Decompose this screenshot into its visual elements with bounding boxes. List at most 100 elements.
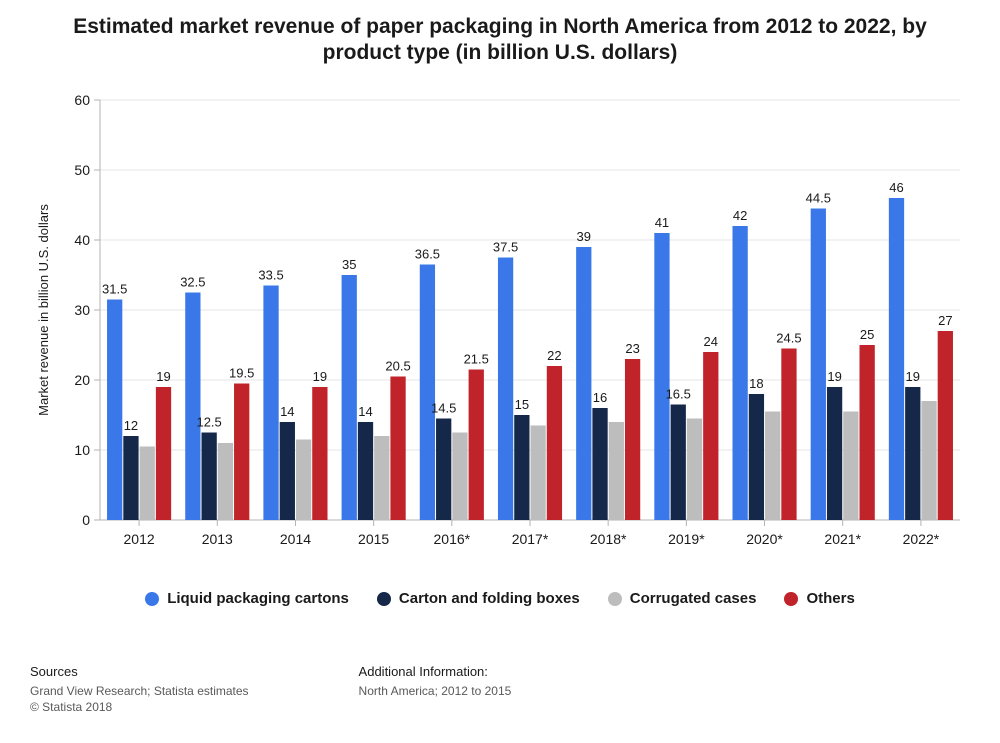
bar-value-label: 23 [625, 341, 639, 356]
bar-value-label: 36.5 [415, 247, 440, 262]
bar [263, 286, 278, 521]
bar [781, 349, 796, 521]
bar [811, 209, 826, 521]
bar [374, 436, 389, 520]
bar [469, 370, 484, 521]
additional-info-line: North America; 2012 to 2015 [359, 683, 512, 699]
bar-value-label: 16 [593, 390, 607, 405]
bar-value-label: 14 [280, 404, 294, 419]
bar [420, 265, 435, 521]
y-tick-label: 60 [74, 92, 90, 108]
bar [592, 408, 607, 520]
bar-value-label: 19 [906, 369, 920, 384]
x-tick-label: 2012 [124, 531, 155, 547]
legend: Liquid packaging cartons Carton and foldi… [0, 590, 1000, 610]
sources-copyright: © Statista 2018 [30, 699, 249, 715]
x-tick-label: 2018* [590, 531, 627, 547]
bar [296, 440, 311, 521]
bar-value-label: 19 [827, 369, 841, 384]
bar-value-label: 25 [860, 327, 874, 342]
bar [654, 233, 669, 520]
bar-value-label: 14.5 [431, 401, 456, 416]
bar [390, 377, 405, 521]
legend-item: Liquid packaging cartons [145, 590, 349, 607]
legend-swatch [145, 592, 159, 606]
bar-value-label: 44.5 [806, 191, 831, 206]
y-axis-label: Market revenue in billion U.S. dollars [36, 204, 51, 416]
sources-heading: Sources [30, 663, 249, 681]
bar [218, 443, 233, 520]
bar [185, 293, 200, 521]
bar [576, 247, 591, 520]
bar-value-label: 19.5 [229, 366, 254, 381]
bar-value-label: 14 [358, 404, 372, 419]
x-tick-label: 2020* [746, 531, 783, 547]
chart-container: 0102030405060Market revenue in billion U… [30, 90, 970, 570]
bar [889, 198, 904, 520]
bar [123, 436, 138, 520]
bar [452, 433, 467, 521]
legend-item: Others [784, 590, 854, 607]
bar [921, 401, 936, 520]
bar-value-label: 12 [124, 418, 138, 433]
bar [531, 426, 546, 521]
x-tick-label: 2016* [434, 531, 471, 547]
y-tick-label: 0 [82, 512, 90, 528]
bar-value-label: 35 [342, 257, 356, 272]
y-tick-label: 40 [74, 232, 90, 248]
bar-value-label: 18 [749, 376, 763, 391]
bar [905, 387, 920, 520]
bar [498, 258, 513, 521]
bar-value-label: 16.5 [666, 387, 691, 402]
footer: Sources Grand View Research; Statista es… [30, 663, 511, 715]
x-tick-label: 2015 [358, 531, 389, 547]
bar [107, 300, 122, 521]
x-tick-label: 2017* [512, 531, 549, 547]
legend-label: Corrugated cases [630, 590, 757, 607]
bar [342, 275, 357, 520]
bar-value-label: 32.5 [180, 275, 205, 290]
bar-value-label: 39 [577, 229, 591, 244]
bar-value-label: 42 [733, 208, 747, 223]
legend-item: Corrugated cases [608, 590, 757, 607]
bar-value-label: 22 [547, 348, 561, 363]
bar [234, 384, 249, 521]
bar [860, 345, 875, 520]
bar [938, 331, 953, 520]
bar-value-label: 12.5 [196, 415, 221, 430]
legend-label: Others [806, 590, 854, 607]
bar [843, 412, 858, 521]
bar [671, 405, 686, 521]
bar-value-label: 37.5 [493, 240, 518, 255]
legend-swatch [377, 592, 391, 606]
bar [687, 419, 702, 521]
bar-value-label: 24.5 [776, 331, 801, 346]
legend-swatch [784, 592, 798, 606]
legend-label: Carton and folding boxes [399, 590, 580, 607]
bar-value-label: 27 [938, 313, 952, 328]
sources-block: Sources Grand View Research; Statista es… [30, 663, 249, 715]
x-tick-label: 2021* [824, 531, 861, 547]
y-tick-label: 10 [74, 442, 90, 458]
bar [703, 352, 718, 520]
bar [436, 419, 451, 521]
bar [280, 422, 295, 520]
bar [732, 226, 747, 520]
legend-swatch [608, 592, 622, 606]
bar [202, 433, 217, 521]
bar [625, 359, 640, 520]
bar [358, 422, 373, 520]
bar [609, 422, 624, 520]
bar [827, 387, 842, 520]
x-tick-label: 2013 [202, 531, 233, 547]
bar-value-label: 19 [313, 369, 327, 384]
bar-value-label: 33.5 [258, 268, 283, 283]
bar [765, 412, 780, 521]
bar [514, 415, 529, 520]
bar [312, 387, 327, 520]
additional-info-heading: Additional Information: [359, 663, 512, 681]
x-tick-label: 2022* [903, 531, 940, 547]
additional-info-block: Additional Information: North America; 2… [359, 663, 512, 715]
bar [749, 394, 764, 520]
bar-value-label: 19 [156, 369, 170, 384]
